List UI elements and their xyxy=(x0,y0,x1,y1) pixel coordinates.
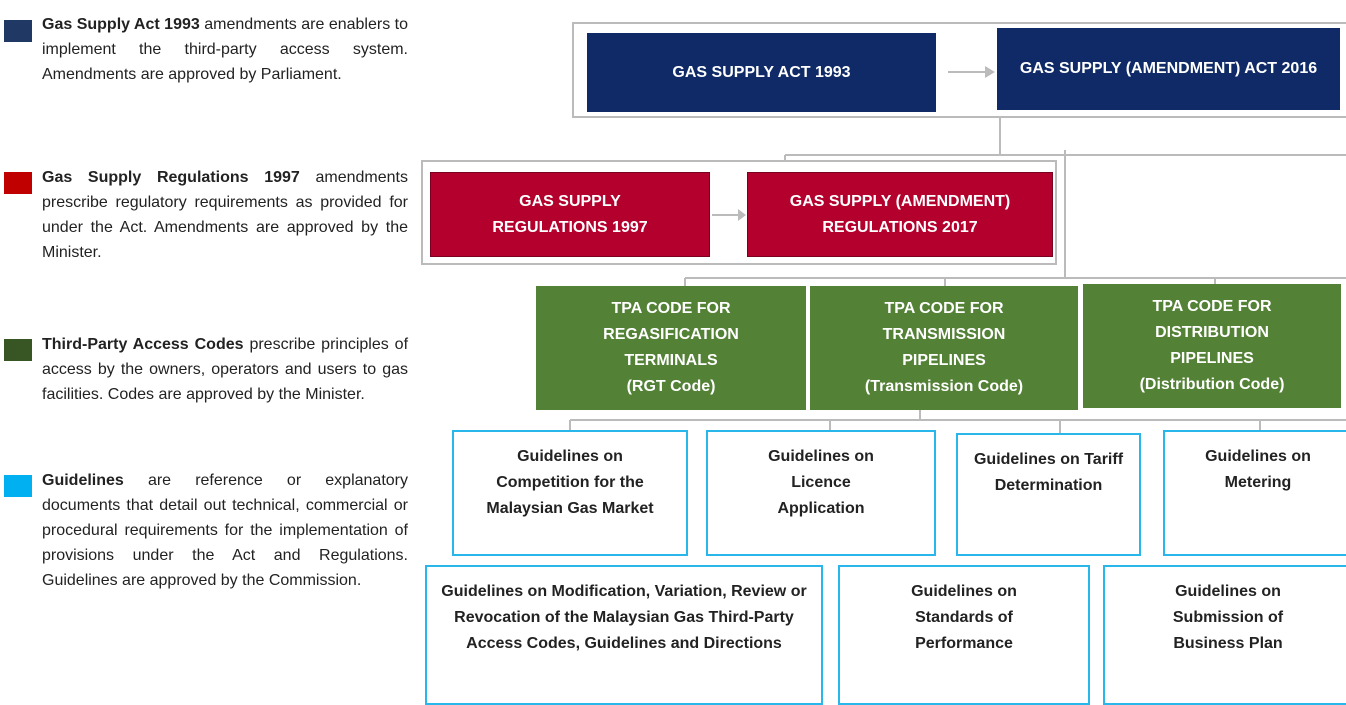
swatch-guidelines xyxy=(4,475,32,497)
label: Guidelines xyxy=(42,472,124,489)
swatch-act xyxy=(4,20,32,42)
legend-act: Gas Supply Act 1993 amendments are enabl… xyxy=(42,12,408,87)
label: (RGT Code) xyxy=(626,378,716,395)
legend-guidelines: Guidelines are reference or explanatory … xyxy=(42,468,408,593)
label: Guidelines on Licence Application xyxy=(768,448,874,517)
label: (Transmission Code) xyxy=(864,378,1024,395)
label: Guidelines on Tariff Determination xyxy=(973,451,1124,494)
label: amendments prescribe regulatory requirem… xyxy=(42,169,408,261)
guideline-box: Guidelines on Modification, Variation, R… xyxy=(425,565,823,705)
swatch-regulations xyxy=(4,172,32,194)
act-box: GAS SUPPLY (AMENDMENT) ACT 2016 xyxy=(997,28,1340,110)
label: prescribe principles of access by the ow… xyxy=(42,336,409,403)
guideline-box: Guidelines on Competition for the Malays… xyxy=(452,430,688,556)
label: TPA CODE FOR REGASIFICATION TERMINALS xyxy=(603,300,739,369)
act-box: GAS SUPPLY ACT 1993 xyxy=(587,33,936,112)
legend-codes: Third-Party Access Codes prescribe princ… xyxy=(42,332,408,407)
code-box: TPA CODE FOR REGASIFICATION TERMINALS (RG… xyxy=(536,286,806,410)
guideline-box: Guidelines on Licence Application xyxy=(706,430,936,556)
regulation-box: GAS SUPPLY (AMENDMENT) REGULATIONS 2017 xyxy=(747,172,1053,257)
acts-frame xyxy=(572,22,1346,118)
guideline-box: Guidelines on Metering xyxy=(1163,430,1346,556)
label: GAS SUPPLY ACT 1993 xyxy=(672,63,851,81)
label: TPA CODE FOR TRANSMISSION PIPELINES xyxy=(882,300,1006,369)
guideline-box: Guidelines on Tariff Determination xyxy=(956,433,1141,556)
label: Guidelines on Standards of Performance xyxy=(911,583,1017,652)
code-box: TPA CODE FOR TRANSMISSION PIPELINES (Tran… xyxy=(810,286,1078,410)
label: (Distribution Code) xyxy=(1139,376,1285,393)
label: Gas Supply Regulations 1997 xyxy=(42,169,300,186)
label: Guidelines on Submission of Business Pla… xyxy=(1172,583,1284,652)
legend-regulations: Gas Supply Regulations 1997 amendments p… xyxy=(42,165,408,265)
label: Guidelines on Metering xyxy=(1205,448,1311,491)
label: GAS SUPPLY (AMENDMENT) REGULATIONS 2017 xyxy=(789,192,1011,236)
label: TPA CODE FOR DISTRIBUTION PIPELINES xyxy=(1152,298,1272,367)
label: Gas Supply Act 1993 xyxy=(42,16,200,33)
swatch-codes xyxy=(4,339,32,361)
label: are reference or explanatory documents t… xyxy=(42,472,408,589)
label: GAS SUPPLY REGULATIONS 1997 xyxy=(492,192,648,236)
guideline-box: Guidelines on Standards of Performance xyxy=(838,565,1090,705)
label: amendments are enablers to implement the… xyxy=(42,16,409,83)
label: GAS SUPPLY (AMENDMENT) ACT 2016 xyxy=(1019,60,1318,77)
label: Third-Party Access Codes xyxy=(42,336,244,353)
regulations-frame xyxy=(421,160,1057,265)
code-box: TPA CODE FOR DISTRIBUTION PIPELINES (Dist… xyxy=(1083,284,1341,408)
label: Guidelines on Modification, Variation, R… xyxy=(441,583,807,652)
regulation-box: GAS SUPPLY REGULATIONS 1997 xyxy=(430,172,710,257)
label: Guidelines on Competition for the Malays… xyxy=(486,448,654,517)
guideline-box: Guidelines on Submission of Business Pla… xyxy=(1103,565,1346,705)
